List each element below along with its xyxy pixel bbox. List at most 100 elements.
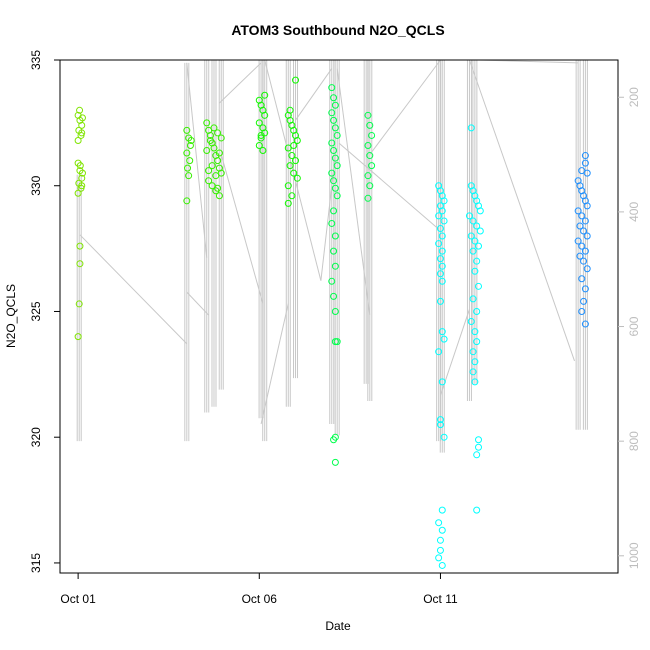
data-point	[583, 265, 591, 273]
data-point	[293, 136, 301, 144]
data-point	[293, 174, 301, 182]
data-point	[583, 202, 591, 210]
data-point	[210, 124, 218, 132]
pressure-transit-line	[468, 59, 575, 362]
y-tick-label: 335	[29, 50, 43, 70]
data-point	[366, 121, 374, 129]
data-point	[438, 526, 446, 534]
data-point	[578, 212, 586, 220]
data-point	[333, 338, 341, 346]
data-point	[473, 222, 481, 230]
x-tick-label: Oct 11	[423, 592, 458, 606]
data-point	[435, 240, 443, 248]
data-point	[330, 177, 338, 185]
pressure-transit-line	[320, 154, 336, 281]
data-point	[214, 184, 222, 192]
data-point	[208, 182, 216, 190]
pressure-transit-line	[186, 62, 208, 258]
data-point	[364, 194, 372, 202]
data-point	[203, 119, 211, 127]
data-point	[186, 157, 194, 165]
data-point	[288, 152, 296, 160]
data-point	[438, 277, 446, 285]
data-point	[217, 169, 225, 177]
data-point	[331, 154, 339, 162]
data-point	[331, 458, 339, 466]
data-point	[208, 162, 216, 170]
data-point	[183, 149, 191, 157]
pressure-transit-line	[219, 62, 262, 104]
data-point	[331, 124, 339, 132]
data-point	[364, 111, 372, 119]
data-point	[436, 224, 444, 232]
data-point	[581, 285, 589, 293]
data-point	[78, 174, 86, 182]
y-axis-right: 200 400 600 800 1000	[618, 87, 641, 569]
data-point	[328, 84, 336, 92]
data-point	[330, 292, 338, 300]
data-point	[215, 149, 223, 157]
data-point	[217, 134, 225, 142]
pressure-transit-line	[295, 68, 333, 121]
data-point	[436, 421, 444, 429]
data-point	[436, 536, 444, 544]
data-point	[257, 131, 265, 139]
data-point	[438, 561, 446, 569]
x-tick-label: Oct 06	[242, 592, 278, 606]
data-point	[467, 124, 475, 132]
x-tick-label: Oct 01	[60, 592, 96, 606]
data-point	[328, 219, 336, 227]
data-point	[290, 169, 298, 177]
data-point	[440, 197, 448, 205]
data-point	[438, 247, 446, 255]
data-point	[476, 227, 484, 235]
data-point	[438, 506, 446, 514]
data-point	[331, 338, 339, 346]
data-point	[78, 182, 86, 190]
data-point	[469, 217, 477, 225]
data-point	[580, 257, 588, 265]
data-point	[436, 297, 444, 305]
data-point	[473, 257, 481, 265]
data-point	[438, 232, 446, 240]
data-point	[465, 212, 473, 220]
data-point	[581, 217, 589, 225]
x-axis: Oct 01 Oct 06 Oct 11	[60, 573, 458, 606]
data-point	[284, 199, 292, 207]
data-point	[214, 129, 222, 137]
x-axis-label: Date	[325, 619, 351, 633]
data-point	[440, 433, 448, 441]
data-point	[475, 443, 482, 451]
data-point	[435, 519, 443, 527]
pressure-transit-line	[260, 303, 289, 425]
data-point	[328, 169, 336, 177]
data-point	[330, 147, 338, 155]
data-point	[476, 207, 484, 215]
y-right-tick-label: 800	[627, 431, 641, 451]
data-point	[435, 554, 443, 562]
pressure-transit-line	[369, 59, 441, 155]
data-point	[333, 131, 341, 139]
data-point	[75, 300, 83, 308]
y-axis-label: N2O_QCLS	[4, 284, 18, 348]
data-point	[331, 101, 339, 109]
data-point	[471, 358, 479, 366]
data-point	[578, 307, 586, 315]
data-point	[436, 255, 444, 263]
data-point	[257, 134, 265, 142]
data-point	[255, 142, 263, 149]
pressure-transit-line	[338, 142, 439, 230]
data-point	[288, 192, 296, 200]
pressure-transit-line	[220, 154, 264, 304]
data-point	[471, 328, 479, 336]
data-point	[331, 262, 339, 270]
data-point	[578, 275, 586, 283]
data-point	[330, 436, 338, 444]
data-point	[74, 189, 82, 197]
pressure-transit-line	[186, 291, 209, 316]
data-point	[438, 328, 446, 336]
pressure-trace	[76, 59, 588, 453]
y-tick-label: 325	[29, 301, 43, 321]
data-point	[183, 197, 191, 205]
